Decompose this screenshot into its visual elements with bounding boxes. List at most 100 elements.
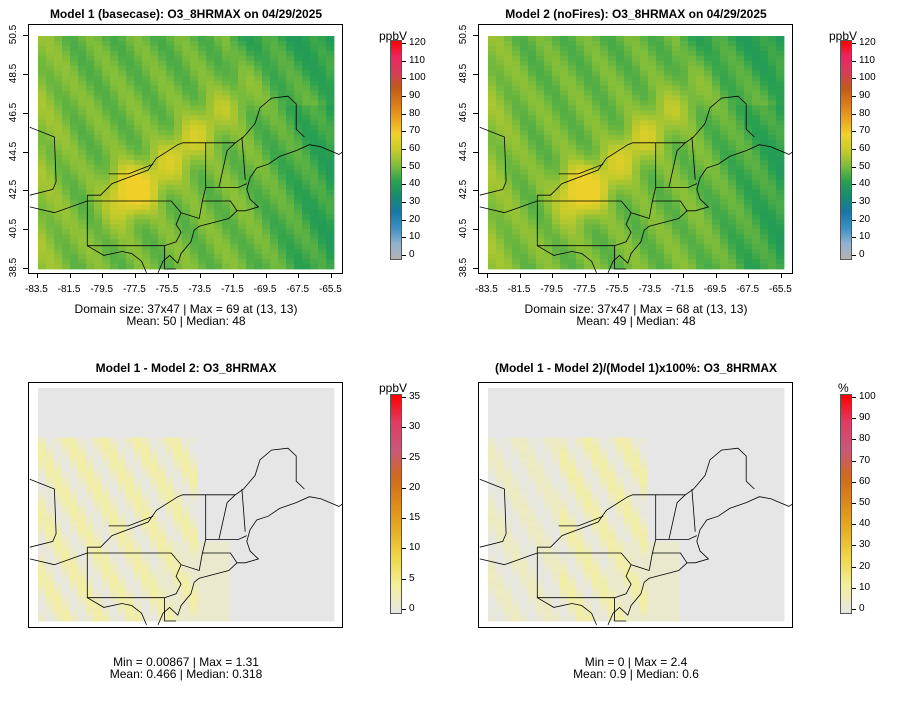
heatmap-cell (166, 497, 175, 503)
heatmap-cell (230, 432, 239, 438)
heatmap-cell (78, 472, 87, 478)
heatmap-cell (560, 204, 569, 210)
heatmap-cell (174, 150, 183, 156)
heatmap-cell (776, 184, 785, 191)
heatmap-cell (720, 189, 729, 196)
heatmap-cell (190, 259, 199, 265)
heatmap-cell (640, 234, 649, 240)
heatmap-cell (190, 234, 199, 240)
heatmap-cell (704, 229, 713, 235)
heatmap-cell (246, 229, 255, 235)
heatmap-cell (54, 70, 63, 77)
heatmap-cell (198, 412, 207, 419)
heatmap-cell (720, 60, 729, 67)
heatmap-cell (86, 179, 95, 186)
heatmap-cell (536, 169, 545, 176)
heatmap-cell (326, 472, 335, 478)
heatmap-cell (286, 125, 295, 131)
heatmap-cell (696, 55, 705, 62)
heatmap-cell (720, 229, 729, 235)
heatmap-cell (302, 125, 311, 131)
heatmap-cell (520, 135, 529, 141)
heatmap-cell (230, 402, 239, 409)
heatmap-cell (110, 80, 119, 86)
heatmap-cell (182, 214, 191, 220)
heatmap-cell (310, 541, 319, 548)
heatmap-cell (600, 214, 609, 220)
heatmap-cell (190, 516, 199, 523)
heatmap-cell (134, 154, 143, 161)
heatmap-cell (38, 402, 47, 409)
heatmap-cell (38, 521, 47, 528)
heatmap-cell (720, 164, 729, 171)
heatmap-cell (110, 150, 119, 156)
heatmap-cell (46, 204, 55, 210)
heatmap-cell (126, 546, 135, 552)
heatmap-cell (246, 234, 255, 240)
heatmap-cell (150, 85, 159, 91)
heatmap-cell (302, 135, 311, 141)
heatmap-cell (776, 140, 785, 146)
heatmap-cell (318, 159, 327, 166)
heatmap-cell (54, 55, 63, 62)
heatmap-cell (600, 130, 609, 136)
heatmap-cell (134, 219, 143, 225)
heatmap-cell (78, 556, 87, 562)
x-tick-label: -65.5 (319, 284, 342, 295)
heatmap-cell (592, 189, 601, 196)
heatmap-cell (760, 36, 769, 42)
heatmap-cell (118, 239, 127, 245)
heatmap-cell (54, 224, 63, 230)
heatmap-cell (78, 249, 87, 255)
heatmap-cell (62, 556, 71, 562)
heatmap-cell (134, 397, 143, 404)
heatmap-cell (584, 169, 593, 176)
heatmap-cell (640, 85, 649, 91)
heatmap-cell (62, 536, 71, 543)
heatmap-cell (270, 457, 279, 463)
heatmap-cell (230, 442, 239, 448)
heatmap-cell (150, 65, 159, 72)
heatmap-cell (190, 105, 199, 111)
heatmap-cell (488, 55, 497, 62)
heatmap-cell (560, 209, 569, 215)
heatmap-cell (560, 169, 569, 176)
heatmap-cell (254, 85, 263, 91)
heatmap-cell (182, 36, 191, 42)
heatmap-cell (576, 264, 585, 270)
heatmap-cell (142, 184, 151, 191)
heatmap-cell (326, 551, 335, 557)
heatmap-cell (712, 95, 721, 101)
heatmap-cell (62, 95, 71, 101)
heatmap-cell (776, 254, 785, 260)
heatmap-cell (94, 194, 103, 200)
heatmap-cell (752, 85, 761, 91)
heatmap-cell (62, 249, 71, 255)
heatmap-cell (294, 214, 303, 220)
heatmap-cell (720, 75, 729, 82)
heatmap-cell (230, 472, 239, 478)
colorbar-tick-label: 60 (409, 143, 421, 154)
heatmap-cell (230, 120, 239, 126)
heatmap-cell (150, 482, 159, 488)
heatmap-cell (632, 209, 641, 215)
heatmap-cell (664, 214, 673, 220)
heatmap-cell (552, 244, 561, 250)
heatmap-cell (62, 125, 71, 131)
heatmap-cell (552, 184, 561, 191)
heatmap-cell (704, 120, 713, 126)
heatmap-cell (94, 467, 103, 473)
heatmap-cell (238, 437, 247, 443)
heatmap-cell (254, 259, 263, 265)
heatmap-cell (198, 442, 207, 448)
heatmap-cell (102, 472, 111, 478)
heatmap-cell (520, 154, 529, 161)
heatmap-cell (214, 90, 223, 96)
heatmap-cell (78, 169, 87, 176)
heatmap-cell (198, 229, 207, 235)
heatmap-cell (712, 145, 721, 151)
heatmap-cell (134, 115, 143, 121)
heatmap-cell (46, 239, 55, 245)
heatmap-cell (254, 472, 263, 478)
heatmap-cell (38, 457, 47, 463)
